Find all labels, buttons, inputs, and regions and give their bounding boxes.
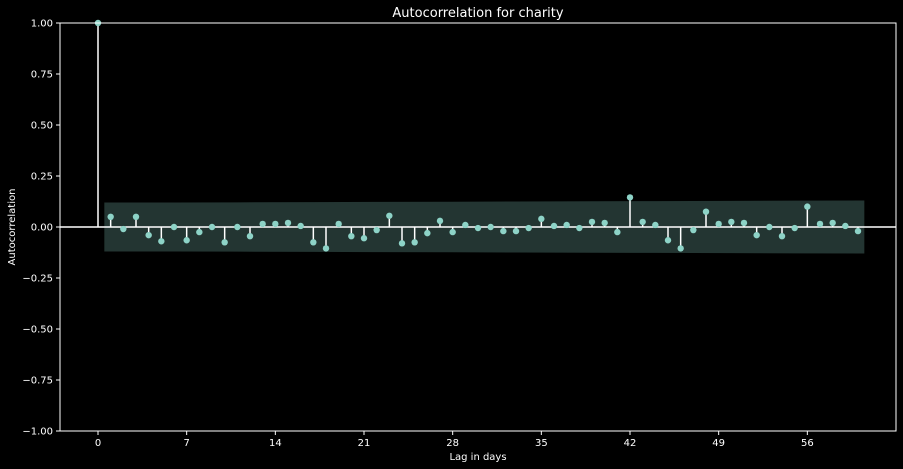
y-tick-label: 0.75 — [31, 70, 53, 81]
acf-point — [449, 228, 456, 236]
acf-point — [626, 194, 634, 201]
acf-point — [322, 245, 330, 252]
acf-point — [601, 219, 608, 227]
plot-layer: 0 7 14 21 28 35 42 49 56 −1.00 −0.75 −0.50 −0.25 0.00… — [22, 19, 897, 449]
acf-point — [563, 221, 570, 229]
acf-point — [272, 220, 279, 228]
acf-point — [196, 228, 203, 236]
acf-point — [424, 229, 431, 237]
acf-point — [360, 235, 368, 242]
acf-point — [753, 231, 760, 239]
x-tick-label: 35 — [535, 438, 548, 449]
acf-point — [348, 232, 355, 240]
acf-point — [525, 224, 532, 232]
acf-point — [386, 212, 393, 219]
acf-point — [259, 220, 266, 228]
acf-point — [639, 218, 646, 226]
x-tick-label: 7 — [183, 438, 189, 449]
acf-point — [728, 218, 735, 226]
y-tick-label: −1.00 — [22, 427, 53, 438]
acf-point — [791, 224, 798, 232]
acf-point — [652, 221, 659, 229]
acf-point — [170, 223, 178, 231]
acf-point — [234, 223, 241, 231]
acf-point — [816, 220, 824, 228]
acf-point — [183, 237, 190, 244]
acf-point — [804, 203, 811, 210]
acf-point — [500, 227, 507, 235]
acf-point — [766, 223, 773, 231]
y-tick-label: −0.75 — [22, 376, 53, 387]
y-tick-label: −0.25 — [22, 274, 53, 285]
x-tick-label: 0 — [95, 438, 101, 449]
acf-point — [221, 239, 228, 246]
y-tick-label: 0.25 — [31, 172, 53, 183]
acf-point — [690, 226, 697, 234]
chart-title: Autocorrelation for charity — [392, 6, 563, 21]
acf-point — [246, 232, 254, 240]
acf-point — [335, 220, 342, 228]
acf-point — [588, 218, 596, 226]
acf-point — [664, 237, 672, 244]
acf-point — [829, 219, 836, 227]
acf-point — [487, 223, 494, 231]
acf-point — [310, 239, 317, 246]
acf-point — [411, 239, 418, 246]
y-tick-label: −0.50 — [22, 325, 53, 336]
acf-point — [373, 226, 380, 234]
acf-point — [398, 240, 406, 247]
acf-point — [715, 220, 722, 228]
acf-point — [702, 208, 710, 215]
acf-point — [842, 222, 849, 230]
acf-point — [107, 213, 114, 220]
y-tick-label: 1.00 — [31, 19, 53, 30]
x-tick-label: 49 — [712, 438, 725, 449]
y-tick-label: 0.00 — [31, 223, 53, 234]
acf-point — [854, 227, 862, 235]
acf-point — [436, 217, 444, 225]
acf-point — [284, 219, 292, 227]
acf-point — [614, 228, 621, 236]
acf-point — [778, 232, 786, 240]
x-tick-label: 21 — [358, 438, 371, 449]
acf-point — [132, 213, 140, 220]
acf-point — [145, 231, 152, 239]
x-tick-label: 14 — [269, 438, 282, 449]
y-axis-label: Autocorrelation — [7, 189, 18, 266]
x-axis-label: Lag in days — [449, 452, 506, 463]
x-tick-label: 56 — [801, 438, 814, 449]
acf-point — [208, 223, 216, 231]
acf-point — [512, 227, 520, 235]
acf-point — [120, 225, 127, 233]
acf-point — [297, 222, 304, 230]
acf-point — [550, 222, 558, 230]
acf-point — [158, 238, 165, 245]
acf-point — [576, 224, 583, 232]
acf-point — [538, 215, 545, 223]
y-tick-label: 0.50 — [31, 121, 53, 132]
acf-point — [740, 219, 748, 227]
x-tick-label: 28 — [446, 438, 459, 449]
acf-point — [677, 245, 684, 252]
acf-point — [474, 224, 482, 232]
x-tick-label: 42 — [624, 438, 637, 449]
acf-point — [462, 221, 469, 229]
